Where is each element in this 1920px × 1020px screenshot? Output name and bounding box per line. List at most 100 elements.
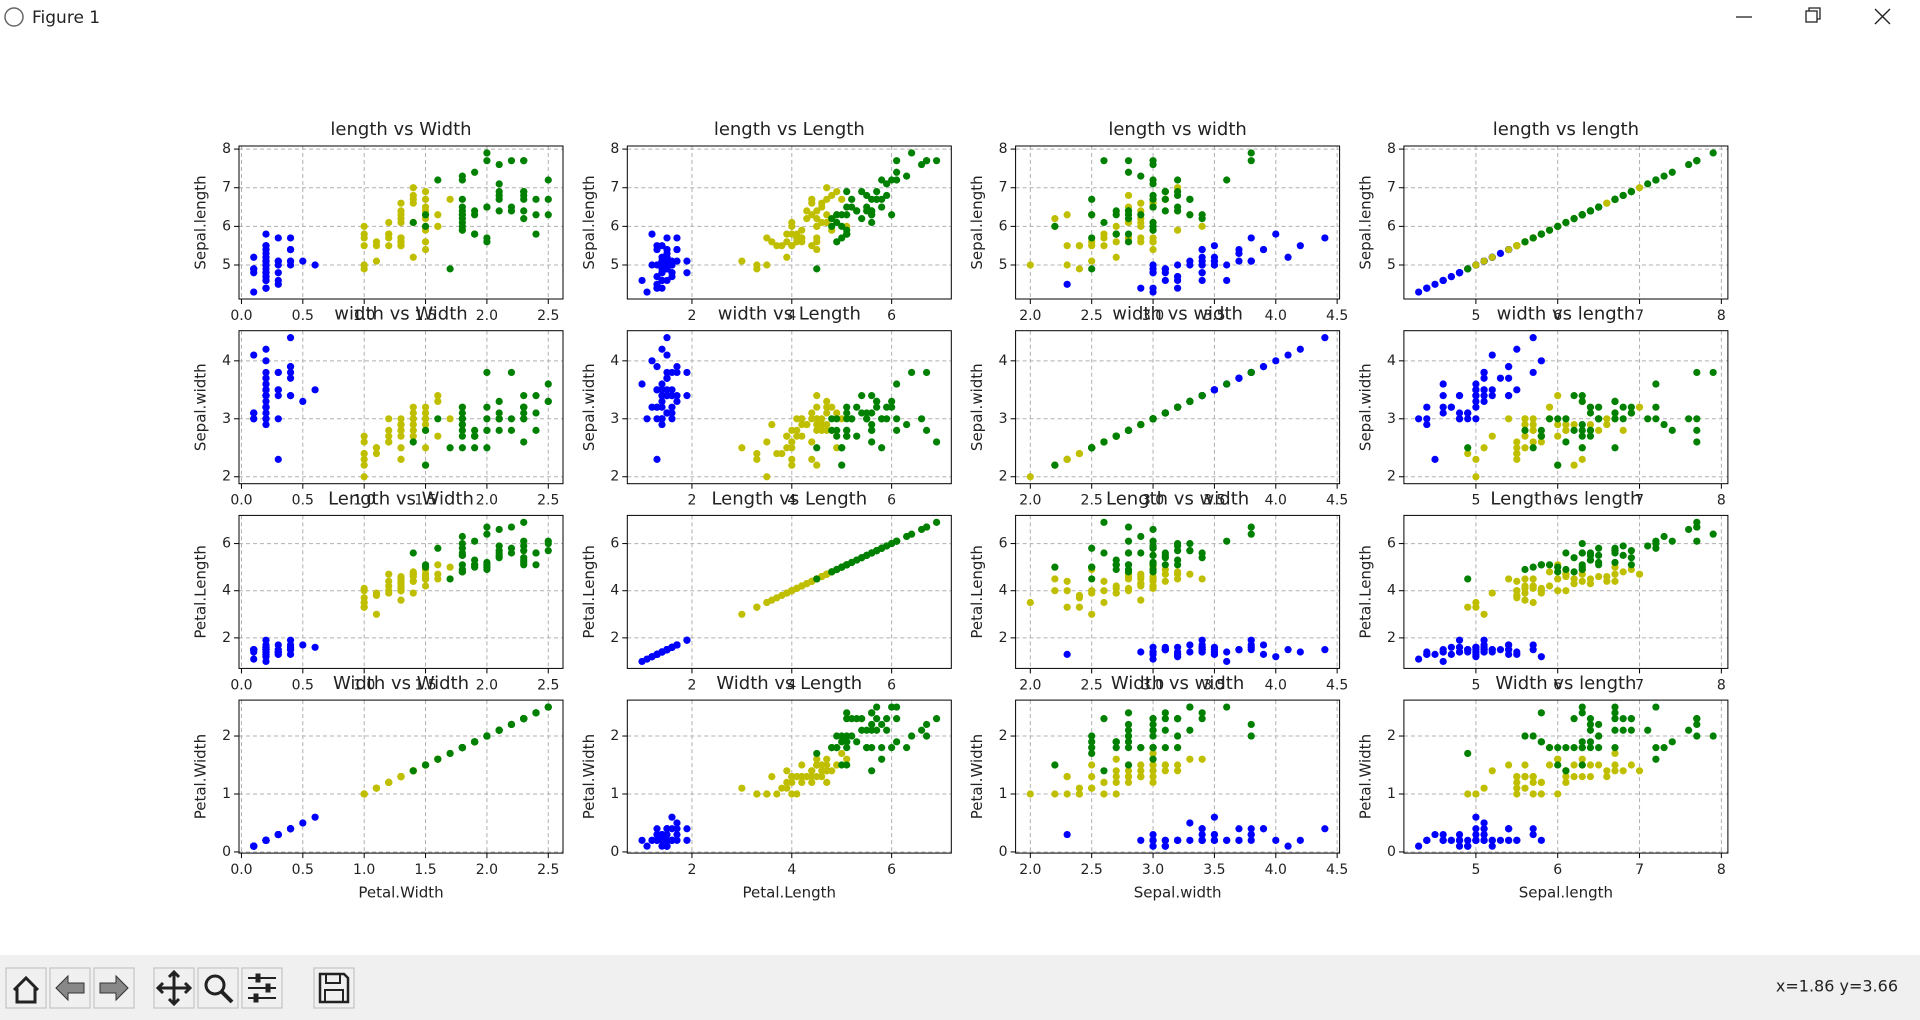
point bbox=[1635, 767, 1644, 775]
point bbox=[848, 732, 856, 740]
point bbox=[385, 242, 393, 250]
x-tick-label: 2 bbox=[687, 493, 696, 509]
axes-frame bbox=[626, 699, 952, 854]
point bbox=[544, 703, 552, 711]
home-button[interactable] bbox=[5, 967, 47, 1009]
point bbox=[1423, 415, 1431, 423]
point bbox=[1627, 403, 1635, 411]
point bbox=[1586, 738, 1595, 746]
point bbox=[1423, 284, 1431, 292]
point bbox=[653, 261, 661, 269]
zoom-button[interactable] bbox=[197, 967, 239, 1009]
chart-title: length vs length bbox=[1493, 119, 1639, 140]
point bbox=[1578, 539, 1586, 548]
point bbox=[1603, 420, 1611, 429]
point bbox=[673, 368, 681, 377]
point bbox=[286, 363, 295, 371]
point bbox=[1570, 761, 1578, 769]
point bbox=[823, 184, 831, 192]
point bbox=[458, 403, 466, 411]
point bbox=[372, 444, 381, 452]
point bbox=[1137, 284, 1145, 292]
point bbox=[372, 591, 381, 600]
point bbox=[828, 222, 836, 230]
point bbox=[1464, 842, 1472, 850]
point bbox=[1611, 409, 1619, 417]
point bbox=[1124, 568, 1133, 576]
y-tick-label: 2 bbox=[1387, 469, 1396, 485]
point bbox=[483, 565, 491, 574]
point bbox=[873, 703, 881, 711]
point bbox=[446, 444, 454, 452]
x-tick-label: 6 bbox=[887, 862, 896, 878]
x-tick-label: 4 bbox=[787, 308, 796, 324]
point bbox=[495, 397, 503, 406]
point bbox=[828, 403, 836, 411]
point bbox=[1570, 554, 1578, 562]
point bbox=[828, 215, 836, 223]
pan-button[interactable] bbox=[153, 967, 195, 1009]
point bbox=[1537, 790, 1545, 798]
forward-button[interactable] bbox=[93, 967, 135, 1009]
point bbox=[1529, 334, 1537, 342]
point bbox=[738, 257, 746, 265]
point bbox=[878, 444, 886, 452]
point bbox=[1652, 703, 1660, 711]
point bbox=[434, 211, 442, 219]
point bbox=[843, 755, 851, 763]
point bbox=[1149, 245, 1157, 254]
point bbox=[1210, 836, 1219, 844]
point bbox=[1619, 767, 1627, 775]
point bbox=[434, 397, 442, 406]
point bbox=[1595, 744, 1603, 752]
point bbox=[783, 784, 791, 792]
point bbox=[1026, 598, 1034, 607]
point bbox=[1586, 420, 1595, 429]
point bbox=[1112, 755, 1120, 763]
point bbox=[808, 767, 816, 775]
point bbox=[848, 203, 856, 211]
point bbox=[1652, 176, 1660, 184]
point bbox=[683, 257, 691, 265]
subplot: 2.0 2.5 3.0 3.5 4.0 4.5 2 4 6 Length vs width Peta… bbox=[968, 488, 1348, 693]
point bbox=[833, 187, 841, 196]
save-button[interactable] bbox=[313, 967, 355, 1009]
point bbox=[1259, 825, 1268, 833]
point bbox=[1488, 767, 1496, 775]
point bbox=[1521, 565, 1529, 574]
point bbox=[286, 636, 295, 644]
point bbox=[1161, 761, 1169, 769]
point bbox=[813, 265, 821, 273]
point bbox=[883, 542, 891, 550]
point bbox=[471, 211, 479, 219]
restore-button[interactable] bbox=[1805, 7, 1821, 23]
back-button[interactable] bbox=[49, 967, 91, 1009]
point bbox=[1149, 761, 1157, 769]
point bbox=[1149, 744, 1157, 752]
point bbox=[1124, 537, 1133, 545]
chart-title: Width vs length bbox=[1495, 673, 1636, 694]
x-tick-label: 1.0 bbox=[353, 308, 375, 324]
point bbox=[668, 403, 676, 411]
point bbox=[853, 715, 861, 723]
point bbox=[458, 444, 466, 452]
point bbox=[1247, 636, 1255, 644]
configure-button[interactable] bbox=[241, 967, 283, 1009]
point bbox=[471, 444, 479, 452]
point bbox=[893, 168, 901, 176]
point bbox=[483, 444, 491, 452]
close-button[interactable] bbox=[1874, 8, 1891, 25]
x-tick-label: 6 bbox=[1553, 677, 1562, 693]
x-tick-label: 2 bbox=[687, 862, 696, 878]
point bbox=[1488, 432, 1496, 440]
point bbox=[1247, 720, 1255, 729]
x-tick-label: 8 bbox=[1717, 493, 1726, 509]
point bbox=[908, 732, 916, 740]
point bbox=[638, 380, 646, 388]
point bbox=[1439, 403, 1447, 411]
point bbox=[471, 426, 479, 434]
point bbox=[1472, 380, 1480, 388]
axes-frame bbox=[1403, 330, 1729, 485]
point bbox=[1611, 767, 1619, 775]
